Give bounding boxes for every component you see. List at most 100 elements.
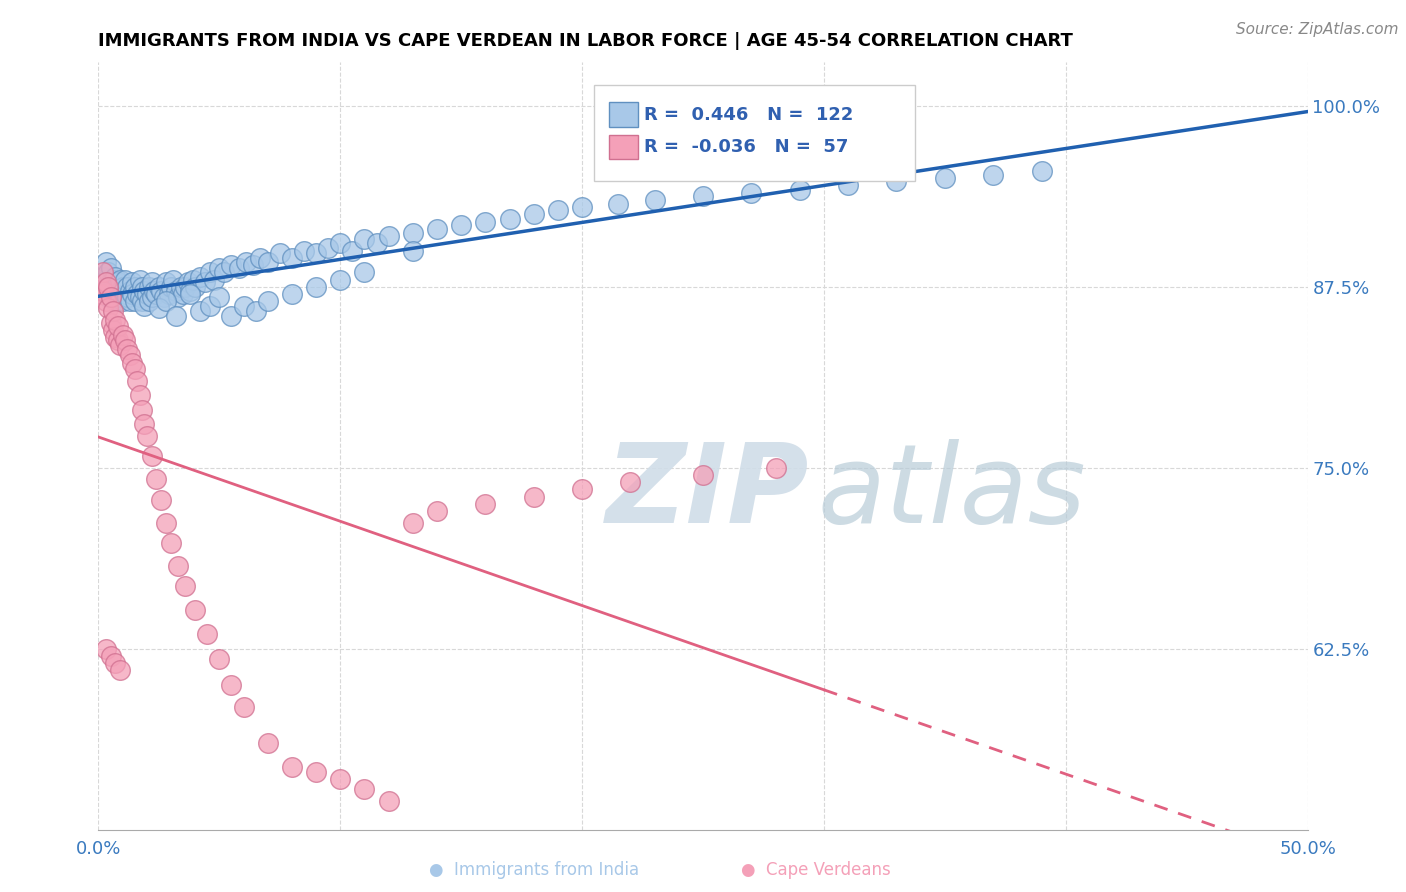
Point bbox=[91, 269, 114, 284]
Point bbox=[100, 316, 122, 330]
Point bbox=[377, 229, 399, 244]
Point bbox=[114, 287, 136, 301]
Point bbox=[353, 232, 375, 246]
Point bbox=[571, 483, 593, 497]
Point bbox=[329, 772, 352, 786]
Point bbox=[204, 272, 226, 286]
Point bbox=[221, 309, 243, 323]
Point bbox=[165, 309, 187, 323]
Point bbox=[101, 323, 124, 337]
Point bbox=[97, 265, 120, 279]
Point bbox=[174, 280, 197, 294]
Point bbox=[108, 272, 131, 286]
Point bbox=[118, 284, 141, 298]
FancyBboxPatch shape bbox=[609, 135, 638, 159]
Point bbox=[143, 284, 166, 298]
Point bbox=[281, 287, 304, 301]
Point bbox=[174, 579, 197, 593]
Point bbox=[100, 276, 122, 290]
Point bbox=[934, 171, 956, 186]
FancyBboxPatch shape bbox=[595, 86, 915, 181]
Point bbox=[141, 449, 163, 463]
Point bbox=[100, 260, 122, 275]
Point bbox=[221, 678, 243, 692]
Point bbox=[256, 255, 278, 269]
Point bbox=[128, 388, 150, 402]
Point bbox=[138, 280, 160, 294]
Point bbox=[128, 272, 150, 286]
Point bbox=[155, 294, 177, 309]
Point bbox=[789, 183, 811, 197]
Point bbox=[114, 334, 136, 348]
Point bbox=[90, 287, 112, 301]
Point bbox=[152, 290, 174, 304]
Point bbox=[353, 782, 375, 797]
Point bbox=[172, 287, 194, 301]
Point bbox=[107, 334, 129, 348]
Point bbox=[523, 490, 546, 504]
Point bbox=[108, 337, 131, 351]
Point bbox=[91, 280, 114, 294]
Point bbox=[886, 174, 908, 188]
Point bbox=[155, 516, 177, 530]
Point bbox=[118, 348, 141, 362]
Text: ●  Immigrants from India: ● Immigrants from India bbox=[429, 861, 640, 879]
Point bbox=[316, 241, 339, 255]
Point bbox=[91, 265, 114, 279]
Point bbox=[242, 258, 264, 272]
Point bbox=[256, 736, 278, 750]
Point bbox=[97, 280, 120, 294]
Point bbox=[104, 269, 127, 284]
Point bbox=[148, 301, 170, 316]
Point bbox=[124, 294, 146, 309]
Point bbox=[165, 284, 187, 298]
Point bbox=[329, 272, 352, 286]
Point bbox=[150, 492, 173, 507]
Point bbox=[111, 294, 134, 309]
Point bbox=[547, 203, 569, 218]
Point bbox=[107, 318, 129, 333]
Point bbox=[118, 294, 141, 309]
Point bbox=[108, 290, 131, 304]
Point bbox=[208, 260, 231, 275]
Point bbox=[104, 294, 127, 309]
Text: R =  0.446   N =  122: R = 0.446 N = 122 bbox=[644, 105, 853, 124]
Point bbox=[121, 287, 143, 301]
Point bbox=[198, 299, 221, 313]
Point bbox=[104, 280, 127, 294]
Point bbox=[402, 244, 425, 258]
FancyBboxPatch shape bbox=[609, 103, 638, 127]
Point bbox=[179, 284, 201, 298]
Point bbox=[181, 272, 204, 286]
Point bbox=[692, 188, 714, 202]
Point bbox=[498, 211, 520, 226]
Text: ZIP: ZIP bbox=[606, 439, 810, 546]
Point bbox=[94, 272, 117, 286]
Point bbox=[108, 664, 131, 678]
Point bbox=[474, 497, 496, 511]
Point bbox=[157, 287, 180, 301]
Point bbox=[111, 327, 134, 342]
Text: atlas: atlas bbox=[818, 439, 1087, 546]
Point bbox=[740, 186, 762, 200]
Point bbox=[377, 794, 399, 808]
Point bbox=[134, 284, 156, 298]
Point bbox=[97, 290, 120, 304]
Point bbox=[141, 276, 163, 290]
Point bbox=[450, 218, 472, 232]
Point bbox=[402, 516, 425, 530]
Point bbox=[94, 284, 117, 298]
Point bbox=[353, 265, 375, 279]
Point bbox=[145, 472, 167, 486]
Point bbox=[124, 362, 146, 376]
Point bbox=[177, 276, 200, 290]
Point bbox=[619, 475, 641, 490]
Point bbox=[100, 287, 122, 301]
Point bbox=[135, 287, 157, 301]
Point bbox=[162, 272, 184, 286]
Point bbox=[160, 280, 183, 294]
Point bbox=[221, 258, 243, 272]
Point bbox=[305, 246, 328, 260]
Point bbox=[160, 536, 183, 550]
Point bbox=[111, 280, 134, 294]
